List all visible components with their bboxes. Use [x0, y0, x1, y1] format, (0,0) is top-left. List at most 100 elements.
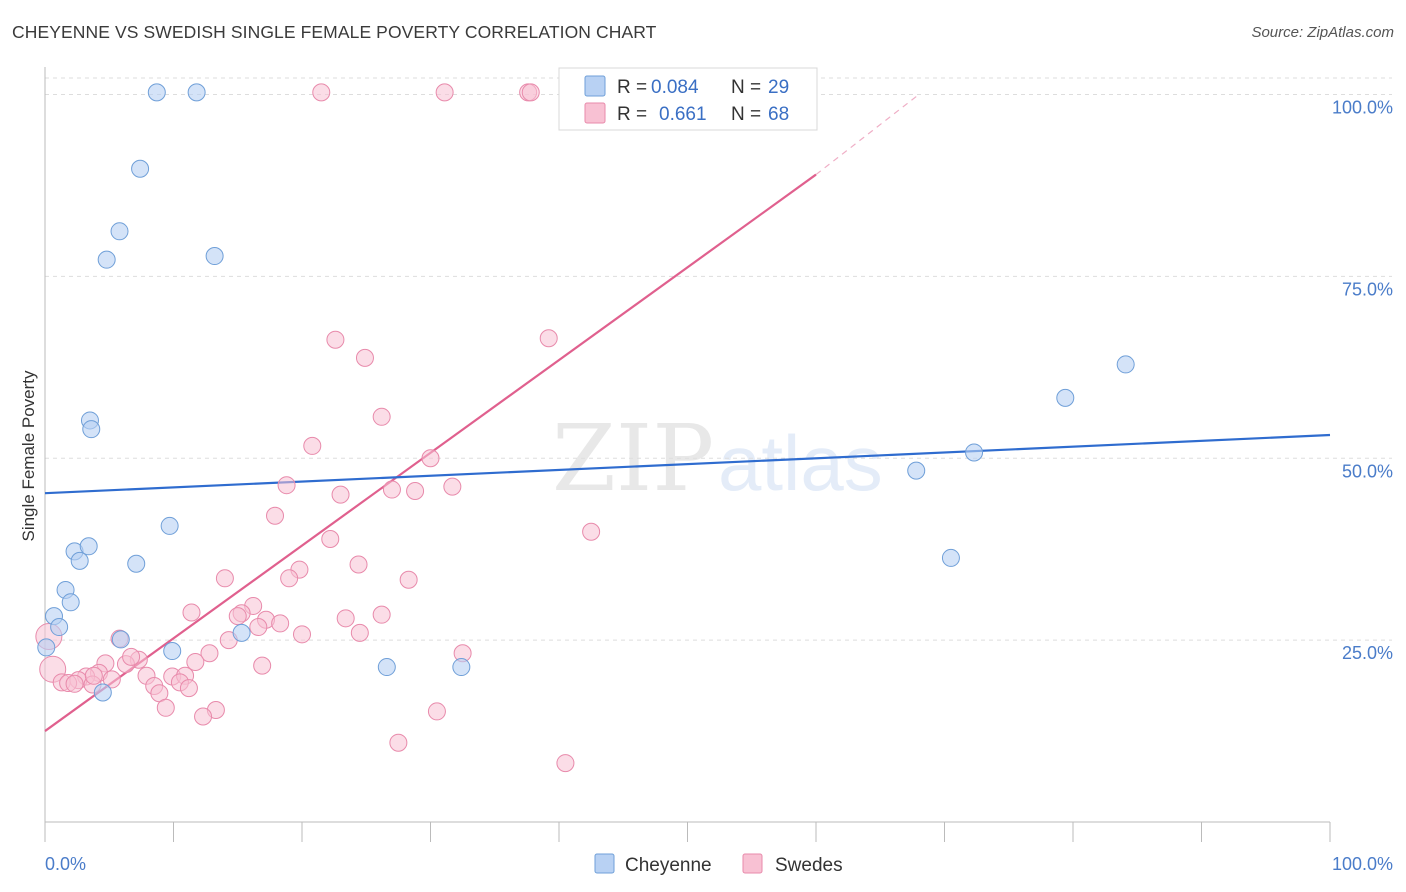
y-tick-label-75: 75.0%: [1342, 279, 1393, 299]
legend-swedes-label: Swedes: [775, 855, 843, 876]
swedes-point: [271, 614, 290, 633]
cheyenne-point: [97, 250, 116, 269]
swedes-point: [200, 644, 219, 663]
cheyenne-n-label: N =: [731, 77, 761, 98]
swedes-point: [277, 476, 296, 495]
swedes-r-label: R =: [617, 104, 647, 125]
cheyenne-point: [907, 461, 926, 480]
cheyenne-r-label: R =: [617, 77, 647, 98]
cheyenne-point: [93, 683, 112, 702]
cheyenne-point: [70, 551, 89, 570]
swedes-point: [521, 83, 540, 102]
y-axis-title: Single Female Poverty: [19, 370, 38, 542]
cheyenne-points: [37, 83, 1135, 702]
swedes-point: [280, 569, 299, 588]
cheyenne-point: [187, 83, 206, 102]
swedes-point: [215, 569, 234, 588]
series-legend: Cheyenne Swedes: [594, 853, 843, 876]
swedes-point: [382, 480, 401, 499]
swedes-point: [303, 436, 322, 455]
swedes-point: [349, 555, 368, 574]
cheyenne-point: [377, 658, 396, 677]
swedes-point: [228, 607, 247, 626]
cheyenne-point: [111, 630, 130, 649]
swedes-point: [186, 652, 205, 671]
swedes-point: [389, 733, 408, 752]
swedes-point: [443, 477, 462, 496]
swedes-point: [266, 506, 285, 525]
swedes-point: [582, 522, 601, 541]
watermark-atlas: atlas: [718, 419, 883, 507]
x-tick-label-max: 100.0%: [1332, 854, 1393, 874]
swedes-point: [336, 609, 355, 628]
cheyenne-r-value: 0.084: [651, 77, 699, 98]
swedes-point: [556, 754, 575, 773]
swedes-points: [35, 83, 601, 773]
swedes-point: [435, 83, 454, 102]
cheyenne-point: [147, 83, 166, 102]
cheyenne-point: [232, 623, 251, 642]
cheyenne-swatch: [584, 75, 606, 97]
swedes-point: [65, 674, 84, 693]
swedes-point: [312, 83, 331, 102]
y-tick-label-100: 100.0%: [1332, 98, 1393, 118]
swedes-point: [253, 656, 272, 675]
swedes-r-value: 0.661: [659, 104, 707, 125]
swedes-point: [326, 330, 345, 349]
swedes-swatch: [584, 102, 606, 124]
cheyenne-point: [160, 516, 179, 535]
legend-cheyenne-label: Cheyenne: [625, 855, 712, 876]
swedes-point: [293, 625, 311, 644]
cheyenne-point: [37, 638, 56, 657]
swedes-trend-extension: [815, 94, 920, 176]
swedes-point: [350, 623, 369, 642]
swedes-point: [102, 670, 121, 689]
cheyenne-trend-line: [44, 433, 1331, 495]
swedes-point: [421, 449, 440, 468]
cheyenne-point: [131, 159, 150, 178]
cheyenne-point: [163, 642, 182, 661]
source-credit: Source: ZipAtlas.com: [1251, 24, 1394, 41]
x-tick-label-min: 0.0%: [45, 854, 86, 874]
swedes-n-label: N =: [731, 104, 761, 125]
cheyenne-point: [79, 537, 98, 556]
swedes-point: [194, 707, 213, 726]
cheyenne-point: [50, 618, 69, 637]
cheyenne-n-value: 29: [768, 77, 789, 98]
legend-cheyenne-swatch: [594, 853, 615, 874]
swedes-point: [427, 702, 446, 721]
y-tick-label-25: 25.0%: [1342, 643, 1393, 663]
swedes-point: [122, 647, 141, 666]
swedes-n-value: 68: [768, 104, 789, 125]
chart-title: CHEYENNE VS SWEDISH SINGLE FEMALE POVERT…: [12, 22, 657, 42]
cheyenne-point: [1116, 355, 1135, 374]
cheyenne-point: [941, 548, 960, 567]
cheyenne-point: [965, 443, 984, 462]
gridlines: [45, 77, 1392, 641]
cheyenne-point: [61, 593, 80, 612]
stats-legend: R = 0.084 N = 29 R = 0.661 N = 68: [558, 67, 818, 131]
cheyenne-point: [110, 222, 129, 241]
cheyenne-point: [452, 658, 471, 677]
swedes-point: [179, 679, 198, 698]
swedes-point: [156, 698, 175, 717]
swedes-point: [331, 485, 350, 504]
swedes-point: [321, 530, 340, 549]
y-tick-label-50: 50.0%: [1342, 461, 1393, 481]
swedes-point: [182, 603, 201, 622]
swedes-point: [372, 605, 391, 624]
cheyenne-point: [205, 247, 224, 266]
cheyenne-point: [82, 420, 101, 439]
swedes-point: [84, 666, 103, 685]
x-ticks: [44, 822, 1331, 842]
cheyenne-point: [127, 554, 146, 573]
swedes-point: [372, 407, 391, 426]
swedes-point: [355, 348, 374, 367]
swedes-point: [249, 618, 268, 637]
swedes-point: [399, 570, 418, 589]
cheyenne-point: [1056, 388, 1075, 407]
swedes-point: [406, 482, 425, 501]
y-tick-labels: 25.0% 50.0% 75.0% 100.0%: [1332, 98, 1393, 664]
watermark: ZIP atlas: [552, 405, 883, 512]
